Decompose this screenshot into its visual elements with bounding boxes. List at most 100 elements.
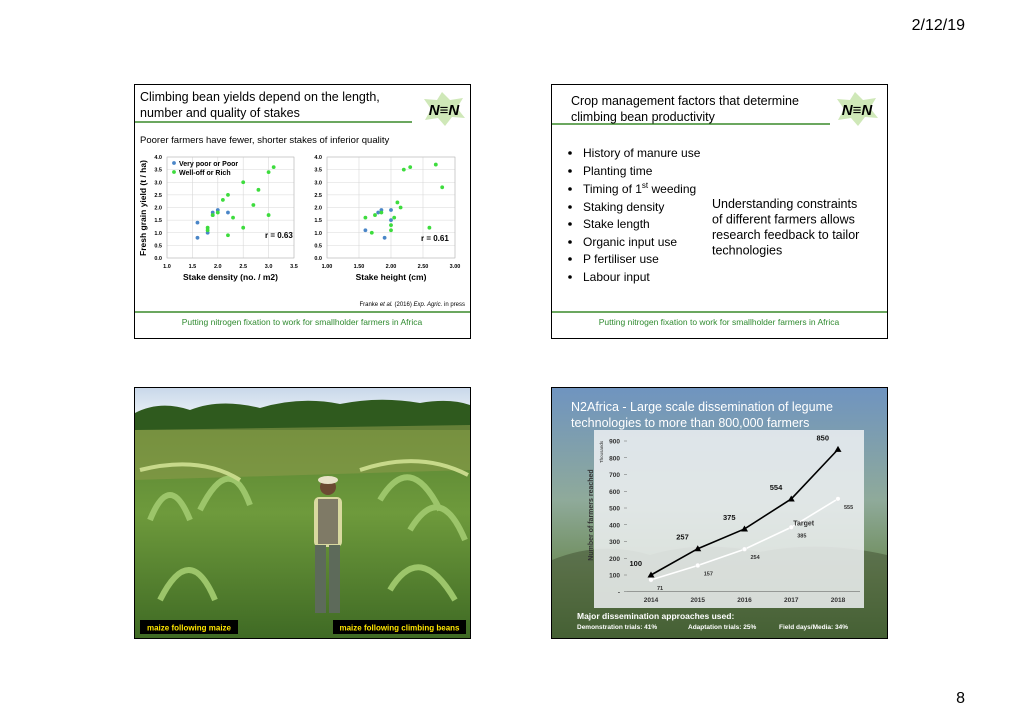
- data-point: [266, 213, 271, 217]
- data-point: [389, 228, 393, 233]
- slide-footer: Putting nitrogen fixation to work for sm…: [182, 317, 423, 327]
- y-tick-label: 0.0: [154, 256, 162, 262]
- page-number: 8: [956, 690, 965, 707]
- bullet-text: Stake length: [583, 217, 650, 231]
- data-point: [226, 233, 230, 238]
- bullet: [568, 275, 572, 279]
- slide-title: technologies to more than 800,000 farmer…: [571, 416, 809, 430]
- approaches-title: Major dissemination approaches used:: [577, 611, 734, 621]
- x-tick-label: 1.50: [354, 264, 365, 270]
- citation-part: Exp. Agric.: [414, 302, 443, 308]
- x-tick-label: 2016: [737, 597, 752, 604]
- caption: maize following climbing beans: [339, 624, 460, 633]
- data-point: [231, 215, 235, 220]
- bullet-text: Planting time: [583, 164, 653, 178]
- x-tick-label: 2.50: [418, 264, 429, 270]
- actual-value-label: 375: [723, 513, 736, 522]
- y-unit-label: Thousands: [599, 440, 604, 463]
- data-point: [389, 223, 393, 228]
- data-point: [408, 165, 413, 170]
- y-tick-label: -: [618, 589, 620, 596]
- actual-marker: [741, 525, 748, 532]
- slide-subtitle: Poorer farmers have fewer, shorter stake…: [140, 135, 389, 146]
- data-point: [440, 185, 445, 190]
- slide-frame: [134, 84, 471, 339]
- y-tick-label: 0.5: [154, 243, 162, 249]
- y-axis-label: Fresh grain yield (t / ha): [138, 160, 148, 256]
- y-tick-label: 2.0: [154, 206, 162, 212]
- y-tick-label: 200: [609, 556, 620, 563]
- data-point: [389, 208, 393, 212]
- target-marker: [742, 546, 748, 552]
- logo-shape: [837, 92, 878, 126]
- slide-title: Crop management factors that determine: [571, 94, 799, 108]
- y-tick-label: 300: [609, 539, 620, 546]
- data-point: [382, 235, 387, 240]
- data-point: [241, 225, 246, 230]
- y-tick-label: 400: [609, 522, 620, 529]
- target-label: Target: [793, 520, 815, 527]
- bullet-text-part: st: [642, 181, 649, 190]
- data-point: [226, 192, 230, 197]
- bullet: [568, 205, 572, 209]
- y-tick-label: 3.0: [154, 180, 162, 186]
- data-point: [427, 225, 432, 230]
- caption-box: [333, 620, 466, 634]
- field-photo: [134, 387, 471, 639]
- y-tick-label: 100: [609, 573, 620, 580]
- data-point: [379, 210, 384, 215]
- bullet-text: Staking density: [583, 200, 664, 214]
- plot-frame: [326, 156, 456, 259]
- caption: maize following maize: [147, 624, 232, 633]
- data-point: [392, 215, 397, 220]
- y-tick-label: 3.5: [314, 168, 322, 174]
- note-text: research feedback to tailor: [712, 228, 859, 242]
- y-tick-label: 3.5: [154, 168, 162, 174]
- logo-shape: [424, 92, 465, 126]
- actual-value-label: 257: [676, 533, 689, 542]
- actual-marker: [834, 445, 842, 452]
- x-tick-label: 2014: [644, 597, 659, 604]
- slide-frame: [551, 84, 888, 339]
- y-tick-label: 2.5: [154, 193, 162, 199]
- bullet: [568, 187, 572, 191]
- note-text: technologies: [712, 244, 782, 258]
- y-tick-label: 0.0: [314, 256, 322, 262]
- slide-title: number and quality of stakes: [140, 106, 300, 120]
- data-point: [363, 228, 368, 233]
- bullet-text-part: Timing of 1: [583, 182, 642, 196]
- data-point: [376, 210, 381, 215]
- data-point: [251, 203, 256, 207]
- x-tick-label: 2015: [691, 597, 706, 604]
- date: 2/12/19: [912, 17, 965, 34]
- approach-item: Adaptation trials: 25%: [688, 624, 756, 631]
- bullet: [568, 240, 572, 244]
- plot-frame: [166, 156, 295, 259]
- x-axis-label: Stake height (cm): [356, 272, 427, 282]
- citation-part: (2016): [393, 302, 414, 308]
- crowd-photo: [551, 387, 888, 639]
- target-marker: [835, 496, 841, 502]
- y-tick-label: 1.0: [314, 231, 322, 237]
- x-tick-label: 1.00: [322, 264, 333, 270]
- data-point: [215, 210, 220, 215]
- bullet-text: History of manure use: [583, 146, 701, 160]
- annotation: r = 0.61: [421, 234, 449, 243]
- slide-title: Climbing bean yields depend on the lengt…: [140, 90, 380, 104]
- data-point: [226, 210, 230, 215]
- bullet-text: P fertiliser use: [583, 252, 659, 266]
- y-tick-label: 3.0: [314, 180, 322, 186]
- data-point: [241, 180, 246, 185]
- bullet-text: Organic input use: [583, 235, 677, 249]
- approach-item: Demonstration trials: 41%: [577, 624, 657, 631]
- bullet-text: Labour input: [583, 270, 650, 284]
- y-tick-label: 1.0: [154, 231, 162, 237]
- data-point: [401, 167, 406, 172]
- data-point: [398, 205, 403, 210]
- target-value-label: 254: [751, 555, 761, 561]
- actual-marker: [647, 571, 655, 578]
- x-axis-label: Stake density (no. / m2): [183, 272, 278, 282]
- data-point: [363, 215, 368, 220]
